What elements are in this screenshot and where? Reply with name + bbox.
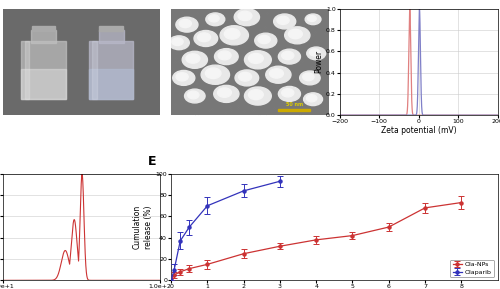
Circle shape xyxy=(258,36,270,44)
Circle shape xyxy=(288,29,302,39)
Circle shape xyxy=(254,33,277,48)
Text: B: B xyxy=(164,0,173,3)
Circle shape xyxy=(284,27,310,44)
Circle shape xyxy=(169,36,190,50)
Bar xyxy=(24,41,29,99)
Circle shape xyxy=(220,26,248,45)
Circle shape xyxy=(214,49,238,65)
Circle shape xyxy=(278,49,300,64)
Circle shape xyxy=(184,89,205,103)
X-axis label: Zeta potential (mV): Zeta potential (mV) xyxy=(381,126,456,135)
Circle shape xyxy=(218,51,231,60)
Circle shape xyxy=(218,88,232,97)
Circle shape xyxy=(238,72,252,81)
Legend: Ola-NPs, Olaparib: Ola-NPs, Olaparib xyxy=(450,260,494,277)
Bar xyxy=(98,30,124,43)
Text: A: A xyxy=(0,0,4,3)
Bar xyxy=(89,69,134,99)
Bar xyxy=(92,41,97,99)
Circle shape xyxy=(206,13,225,26)
Bar xyxy=(22,41,66,99)
Bar xyxy=(32,26,56,31)
Circle shape xyxy=(176,17,198,32)
Circle shape xyxy=(201,65,230,84)
Circle shape xyxy=(172,71,195,85)
Bar xyxy=(100,26,123,31)
Circle shape xyxy=(266,66,291,83)
Bar xyxy=(278,109,310,111)
Circle shape xyxy=(248,90,263,100)
Circle shape xyxy=(277,16,289,25)
Text: C: C xyxy=(324,0,333,3)
Circle shape xyxy=(282,51,294,60)
Circle shape xyxy=(206,68,221,79)
Circle shape xyxy=(186,54,200,63)
Bar xyxy=(89,41,134,99)
Circle shape xyxy=(300,71,320,85)
Bar xyxy=(31,30,56,43)
Circle shape xyxy=(198,33,210,42)
Circle shape xyxy=(179,19,192,28)
Circle shape xyxy=(244,87,272,105)
Circle shape xyxy=(304,93,322,105)
Circle shape xyxy=(310,49,320,56)
Circle shape xyxy=(308,16,316,21)
Bar xyxy=(22,69,66,99)
Circle shape xyxy=(194,31,218,47)
Y-axis label: Cumulation
release (%): Cumulation release (%) xyxy=(132,205,152,249)
Circle shape xyxy=(188,91,199,99)
Circle shape xyxy=(244,51,272,69)
Circle shape xyxy=(282,89,294,97)
Circle shape xyxy=(278,86,300,101)
Circle shape xyxy=(176,73,188,81)
Circle shape xyxy=(235,70,258,86)
Y-axis label: Power: Power xyxy=(314,50,323,73)
Circle shape xyxy=(214,85,239,102)
Circle shape xyxy=(306,95,317,102)
Circle shape xyxy=(234,9,260,26)
Circle shape xyxy=(248,53,263,63)
Circle shape xyxy=(302,73,314,81)
Text: E: E xyxy=(148,155,157,168)
Circle shape xyxy=(305,14,321,25)
Circle shape xyxy=(172,38,183,46)
Circle shape xyxy=(238,11,252,21)
Circle shape xyxy=(307,47,326,60)
Circle shape xyxy=(270,69,283,78)
Circle shape xyxy=(208,15,219,22)
Circle shape xyxy=(224,29,240,39)
Circle shape xyxy=(274,14,295,29)
Text: 50 nm: 50 nm xyxy=(286,102,302,107)
Circle shape xyxy=(182,51,208,68)
